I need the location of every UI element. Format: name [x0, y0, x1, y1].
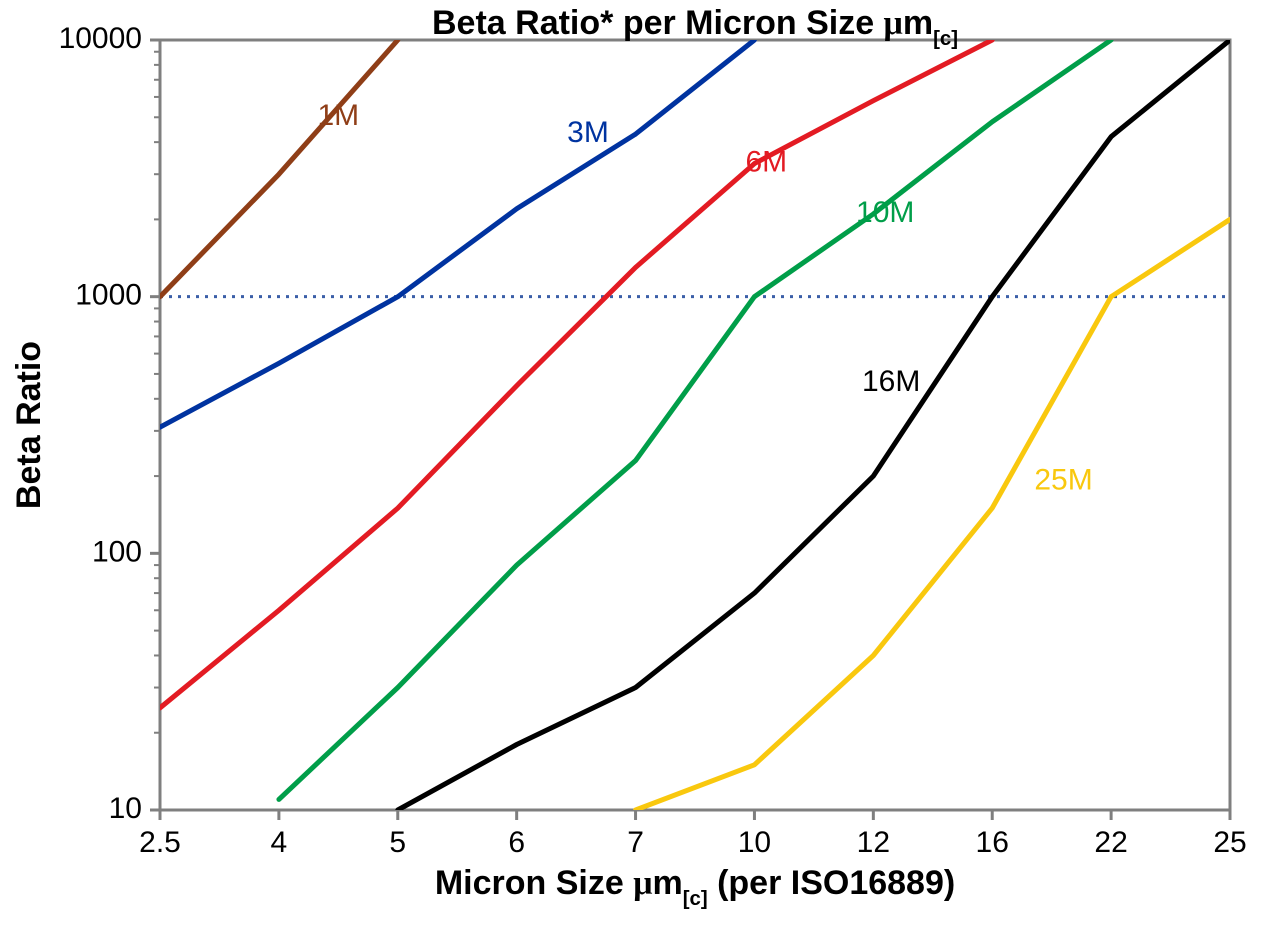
- y-axis-label: Beta Ratio: [10, 341, 48, 509]
- y-tick-label: 100: [92, 535, 142, 568]
- x-tick-label: 6: [508, 826, 525, 859]
- x-tick-label: 10: [738, 826, 771, 859]
- y-tick-label: 10: [109, 792, 142, 825]
- x-tick-label: 4: [271, 826, 288, 859]
- x-tick-label: 5: [389, 826, 406, 859]
- x-tick-label: 7: [627, 826, 644, 859]
- series-label-16m: 16M: [862, 365, 920, 398]
- x-tick-label: 12: [857, 826, 890, 859]
- series-label-1m: 1M: [317, 99, 359, 132]
- y-tick-label: 1000: [75, 279, 142, 312]
- series-label-3m: 3M: [567, 116, 609, 149]
- x-tick-label: 25: [1213, 826, 1246, 859]
- x-tick-label: 22: [1094, 826, 1127, 859]
- x-tick-label: 16: [976, 826, 1009, 859]
- y-tick-label: 10000: [59, 22, 142, 55]
- series-label-25m: 25M: [1034, 464, 1092, 497]
- series-label-10m: 10M: [856, 196, 914, 229]
- beta-ratio-chart: 10 100 1000 10000 2.5 4 5 6 7 10 12 16 22 25 1M 3M 6M 10M…: [0, 0, 1271, 930]
- x-tick-label: 2.5: [139, 826, 181, 859]
- series-label-6m: 6M: [745, 146, 787, 179]
- chart-svg: 10 100 1000 10000 2.5 4 5 6 7 10 12 16 22 25 1M 3M 6M 10M…: [0, 0, 1271, 930]
